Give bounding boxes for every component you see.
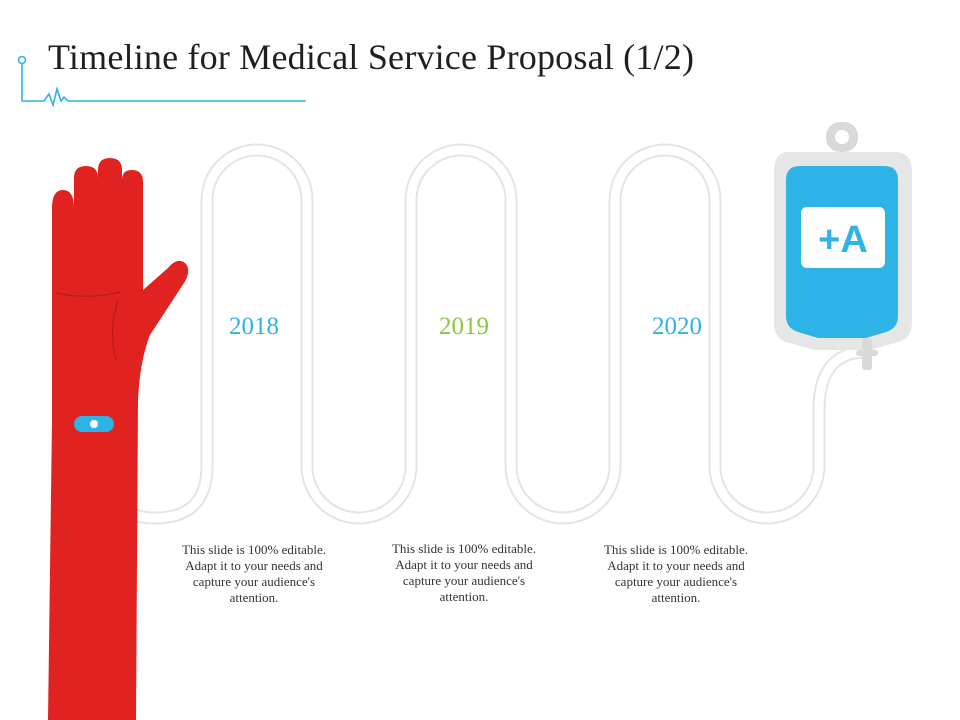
slide-title: Timeline for Medical Service Proposal (1… xyxy=(48,37,695,77)
iv-bag-label: +A xyxy=(818,219,868,261)
timeline-year-2019: 2019 xyxy=(439,313,489,340)
timeline-description-2020: This slide is 100% editable. Adapt it to… xyxy=(603,542,749,605)
raised-arm-icon xyxy=(48,158,189,720)
timeline-year-2018: 2018 xyxy=(229,313,279,340)
timeline-description-2019: This slide is 100% editable. Adapt it to… xyxy=(391,541,537,604)
timeline-year-2020: 2020 xyxy=(652,313,702,340)
iv-bag-icon xyxy=(774,122,912,370)
heartbeat-line-icon xyxy=(17,55,306,108)
timeline-description-2018: This slide is 100% editable. Adapt it to… xyxy=(181,542,327,605)
